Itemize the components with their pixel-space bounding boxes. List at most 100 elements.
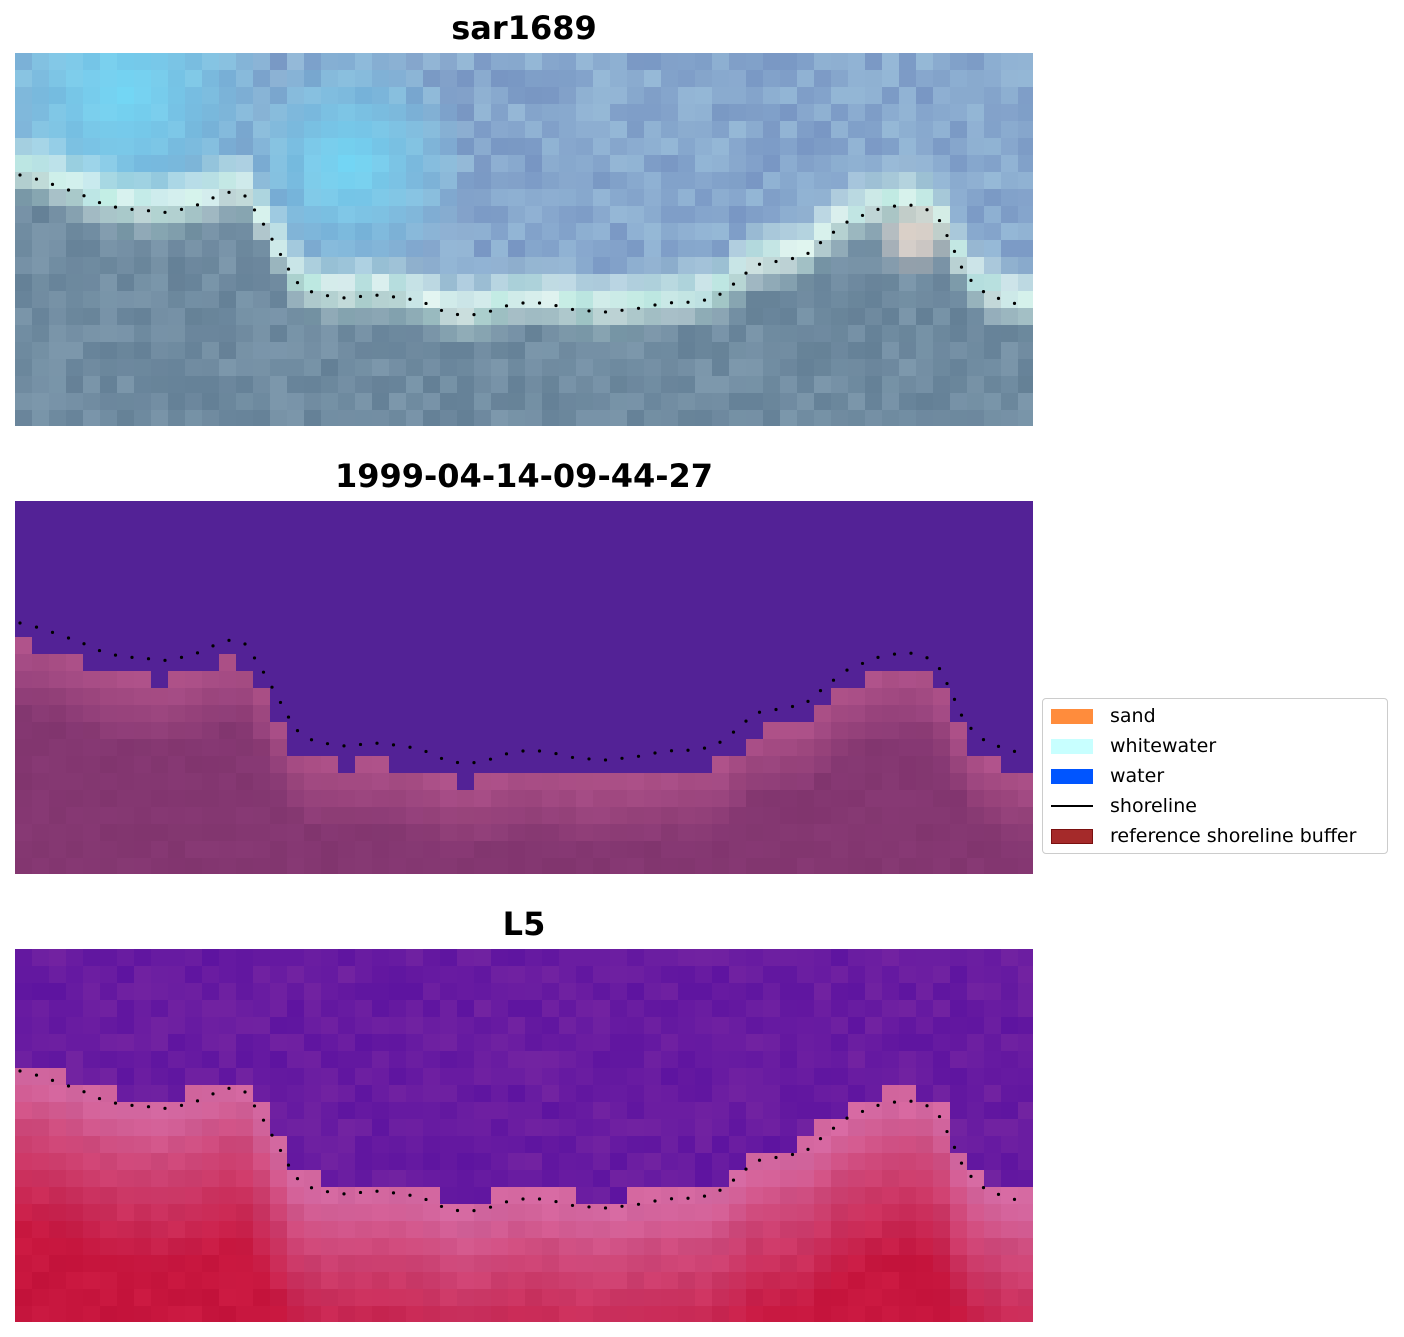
shoreline-point (620, 756, 624, 760)
shoreline-point (845, 668, 849, 672)
shoreline-point (587, 1205, 591, 1209)
shoreline-point (34, 177, 39, 181)
shoreline-point (818, 1137, 823, 1141)
shoreline-point (636, 1202, 641, 1206)
index-image (15, 949, 1033, 1322)
shoreline-point (744, 271, 748, 275)
shoreline-point (113, 205, 118, 209)
panel-title-rgb: sar1689 (451, 9, 597, 47)
legend: sand whitewater water shoreline referenc… (1042, 698, 1388, 854)
panel-title-classified: 1999-04-14-09-44-27 (334, 457, 714, 495)
shoreline-point (653, 751, 657, 755)
shoreline-point (587, 757, 591, 761)
shoreline-point (731, 282, 736, 286)
shoreline-point (818, 689, 823, 693)
shoreline-point (439, 308, 444, 313)
shoreline-point (818, 241, 823, 245)
shoreline-point (731, 730, 736, 734)
shoreline-point (472, 761, 476, 765)
shoreline-point (146, 209, 151, 213)
shoreline-point (309, 1186, 314, 1190)
shoreline-point (831, 678, 836, 682)
shoreline-point (996, 1192, 1001, 1196)
shoreline-point (408, 297, 412, 301)
shoreline-point (50, 182, 55, 186)
shoreline-point (996, 296, 1001, 300)
shoreline-point (603, 310, 608, 314)
legend-item-shoreline: shoreline (1051, 794, 1197, 818)
shoreline-point (243, 642, 247, 646)
shoreline-point (845, 1116, 849, 1120)
shoreline-point (952, 249, 957, 253)
shoreline-point (358, 742, 363, 747)
shoreline-point (1012, 1197, 1017, 1201)
shoreline-point (774, 707, 778, 712)
shoreline-point (195, 651, 200, 655)
shoreline-point (261, 670, 266, 674)
shoreline-point (603, 758, 608, 762)
shoreline-point (718, 740, 722, 744)
shoreline-point (969, 1174, 973, 1178)
shoreline-point (925, 656, 929, 660)
shoreline-point (342, 1192, 346, 1196)
shoreline-point (163, 1106, 167, 1110)
shoreline-point (537, 749, 542, 753)
shoreline-point (146, 1105, 151, 1109)
shoreline-point (757, 262, 762, 266)
legend-label: shoreline (1110, 795, 1197, 817)
shoreline-point (969, 726, 973, 730)
shoreline-point (295, 1177, 300, 1181)
shoreline-point (620, 308, 624, 312)
shoreline-point (504, 304, 509, 308)
shoreline-point (252, 1104, 257, 1108)
shoreline-point (34, 625, 39, 629)
shoreline-point (570, 1203, 575, 1208)
shoreline-dots (18, 621, 1017, 765)
shoreline-point (521, 749, 525, 753)
shoreline-point (309, 738, 314, 742)
legend-label: whitewater (1110, 735, 1217, 757)
shoreline-point (969, 278, 973, 282)
shoreline-point (325, 1190, 330, 1194)
shoreline-point (937, 218, 942, 223)
shoreline-point (774, 259, 778, 264)
shoreline-point (702, 746, 707, 750)
shoreline-point (686, 748, 690, 752)
shoreline-point (831, 1126, 836, 1130)
shoreline-point (424, 1197, 428, 1202)
shoreline-point (806, 699, 810, 703)
shoreline-point (587, 309, 591, 313)
shoreline-point (97, 200, 102, 205)
water-swatch (1051, 768, 1093, 784)
shoreline-point (270, 237, 274, 241)
shoreline-point (309, 290, 314, 294)
shoreline-point (130, 655, 134, 659)
legend-item-water: water (1051, 764, 1164, 788)
rgb-satellite-image (15, 53, 1033, 426)
shoreline-point (82, 642, 86, 646)
shoreline-point (195, 1099, 200, 1103)
legend-item-sand: sand (1051, 704, 1156, 728)
shoreline-point (845, 220, 849, 224)
shoreline-point (130, 1103, 134, 1107)
shoreline-point (227, 190, 231, 194)
shoreline-point (521, 301, 525, 305)
shoreline-point (325, 294, 330, 298)
shoreline-point (50, 1078, 55, 1082)
shoreline-point (876, 1103, 880, 1107)
shoreline-point (391, 1191, 396, 1195)
shoreline-point (744, 1167, 748, 1171)
shoreline-point (892, 1100, 897, 1104)
shoreline-point (981, 1186, 986, 1190)
shoreline-point (97, 648, 102, 653)
shoreline-point (937, 666, 942, 671)
shoreline-point (504, 1200, 509, 1204)
shoreline-point (82, 1090, 86, 1094)
shoreline-point (669, 301, 674, 305)
shoreline-line-swatch (1051, 805, 1093, 807)
shoreline-point (325, 742, 330, 746)
shoreline-point (488, 309, 493, 313)
shoreline-point (18, 1069, 22, 1073)
shoreline-point (179, 1103, 184, 1107)
shoreline-point (925, 1104, 929, 1108)
